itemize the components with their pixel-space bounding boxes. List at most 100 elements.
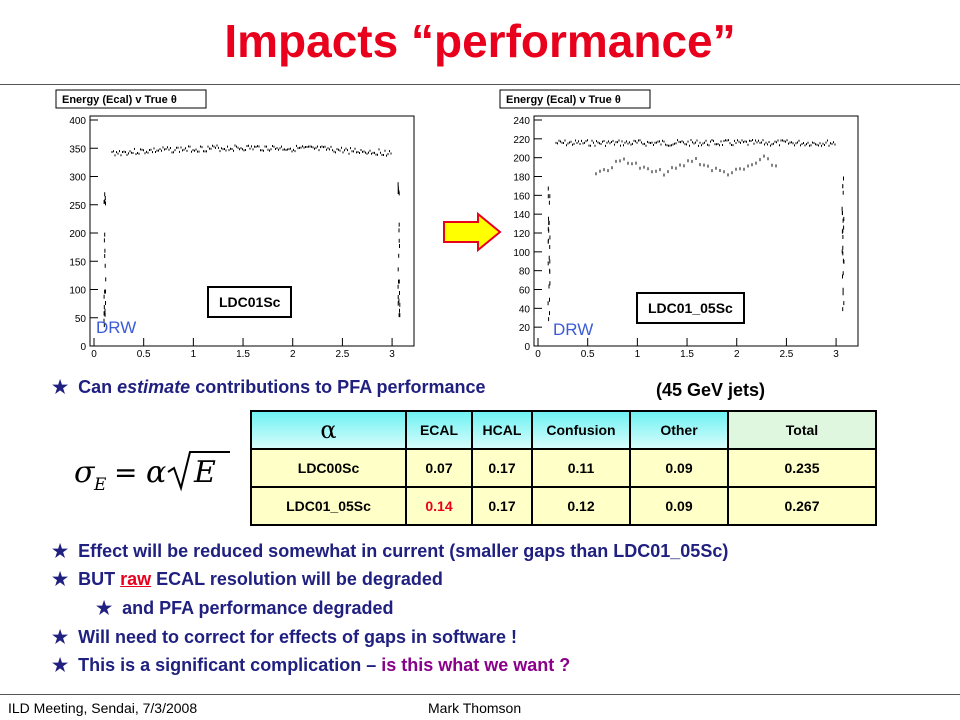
watermark-left: DRW — [96, 318, 137, 337]
bullet-text: Will need to correct for effects of gaps… — [78, 627, 518, 647]
bullet-complication: ★ This is a significant complication – is… — [52, 655, 570, 676]
y-tick-label: 180 — [513, 173, 530, 184]
plot-label-left: LDC01Sc — [207, 286, 293, 318]
y-tick-label: 60 — [519, 286, 531, 297]
bullet-question: is this what we want ? — [381, 655, 571, 675]
x-tick-label: 2.5 — [335, 349, 349, 358]
cell-hcal: 0.17 — [471, 486, 533, 526]
x-tick-label: 0.5 — [581, 349, 595, 358]
y-tick-label: 250 — [69, 201, 86, 212]
bullet-text: contributions to PFA performance — [190, 377, 486, 397]
y-tick-label: 150 — [69, 257, 86, 268]
bullet-raw-resolution: ★ BUT raw ECAL resolution will be degrade… — [52, 569, 443, 590]
x-tick-label: 0 — [91, 349, 97, 358]
svg-text:E: E — [93, 475, 107, 495]
subbullet-pfa: ★ and PFA performance degraded — [96, 598, 394, 619]
x-tick-label: 1 — [635, 349, 641, 358]
formula-graphic: σ E = α E — [74, 451, 230, 495]
x-tick-label: 1.5 — [680, 349, 694, 358]
footer-divider — [0, 694, 960, 695]
cell-total: 0.235 — [727, 448, 877, 488]
y-tick-label: 120 — [513, 229, 530, 240]
header-hcal: HCAL — [471, 410, 533, 450]
title-divider — [0, 84, 960, 85]
bullet-highlight: raw — [120, 569, 152, 589]
y-tick-label: 220 — [513, 135, 530, 146]
y-tick-label: 100 — [513, 248, 530, 259]
footer-author: Mark Thomson — [428, 700, 522, 716]
right-arrow-icon — [443, 212, 502, 252]
y-tick-label: 0 — [80, 342, 86, 353]
y-tick-label: 350 — [69, 144, 86, 155]
header-total: Total — [727, 410, 877, 450]
cell-confusion: 0.11 — [531, 448, 631, 488]
x-tick-label: 2 — [290, 349, 296, 358]
x-tick-label: 2.5 — [779, 349, 793, 358]
bullet-effect: ★ Effect will be reduced somewhat in curr… — [52, 541, 728, 562]
star-bullet-icon: ★ — [96, 598, 113, 618]
y-tick-label: 80 — [519, 267, 531, 278]
bullet-text: Can — [78, 377, 118, 397]
bullet-correct: ★ Will need to correct for effects of gap… — [52, 627, 517, 648]
slide-title: Impacts “performance” — [224, 15, 736, 67]
performance-table: α ECAL HCAL Confusion Other Total LDC00S… — [250, 410, 877, 526]
bullet-text: BUT — [78, 569, 121, 589]
star-bullet-icon: ★ — [52, 541, 69, 561]
footer-meeting: ILD Meeting, Sendai, 7/3/2008 — [8, 700, 198, 716]
y-tick-label: 100 — [69, 286, 86, 297]
edge-points — [103, 182, 401, 328]
star-bullet-icon: ★ — [52, 569, 69, 589]
y-tick-label: 160 — [513, 191, 530, 202]
plot-title-box — [499, 89, 651, 109]
y-tick-label: 50 — [75, 314, 87, 325]
cell-total: 0.267 — [727, 486, 877, 526]
y-tick-label: 0 — [524, 342, 530, 353]
cell-ecal: 0.14 — [405, 486, 473, 526]
gap-points — [595, 154, 777, 177]
bullet-estimate: ★ Can estimate contributions to PFA perfo… — [52, 377, 486, 398]
x-tick-label: 1 — [191, 349, 197, 358]
y-tick-label: 20 — [519, 323, 531, 334]
x-tick-label: 1.5 — [236, 349, 250, 358]
y-tick-label: 200 — [69, 229, 86, 240]
star-bullet-icon: ★ — [52, 377, 69, 397]
data-band — [555, 139, 836, 147]
header-ecal: ECAL — [405, 410, 473, 450]
table-row: LDC00Sc 0.07 0.17 0.11 0.09 0.235 — [250, 448, 877, 488]
header-other: Other — [629, 410, 729, 450]
svg-text:α: α — [146, 455, 166, 490]
bullet-emphasis: estimate — [117, 377, 191, 397]
row-label: LDC01_05Sc — [250, 486, 407, 526]
jets-note: (45 GeV jets) — [656, 380, 766, 400]
plot-label-right: LDC01_05Sc — [636, 292, 745, 324]
y-tick-label: 400 — [69, 116, 86, 127]
cell-ecal: 0.07 — [405, 448, 473, 488]
y-tick-label: 40 — [519, 304, 531, 315]
y-tick-label: 200 — [513, 154, 530, 165]
table-row: LDC01_05Sc 0.14 0.17 0.12 0.09 0.267 — [250, 486, 877, 526]
resolution-formula: σ E = α E — [70, 446, 240, 511]
row-label: LDC00Sc — [250, 448, 407, 488]
x-tick-label: 3 — [389, 349, 395, 358]
cell-hcal: 0.17 — [471, 448, 533, 488]
y-tick-label: 140 — [513, 210, 530, 221]
plot-title: Energy (Ecal) v True θ — [62, 94, 177, 106]
svg-text:σ: σ — [74, 455, 96, 490]
x-tick-label: 3 — [833, 349, 839, 358]
y-tick-label: 240 — [513, 116, 530, 127]
cell-confusion: 0.12 — [531, 486, 631, 526]
bullet-text: ECAL resolution will be degraded — [151, 569, 443, 589]
edge-points — [547, 176, 845, 322]
header-confusion: Confusion — [531, 410, 631, 450]
y-tick-label: 300 — [69, 173, 86, 184]
table-header-row: α ECAL HCAL Confusion Other Total — [250, 410, 877, 450]
cell-other: 0.09 — [629, 448, 729, 488]
cell-other: 0.09 — [629, 486, 729, 526]
svg-text:=: = — [114, 456, 137, 489]
bullet-text: This is a significant complication – — [78, 655, 382, 675]
watermark-right: DRW — [553, 320, 594, 339]
header-alpha: α — [250, 410, 407, 450]
star-bullet-icon: ★ — [52, 627, 69, 647]
bullet-text: Effect will be reduced somewhat in curre… — [78, 541, 729, 561]
x-tick-label: 0.5 — [137, 349, 151, 358]
